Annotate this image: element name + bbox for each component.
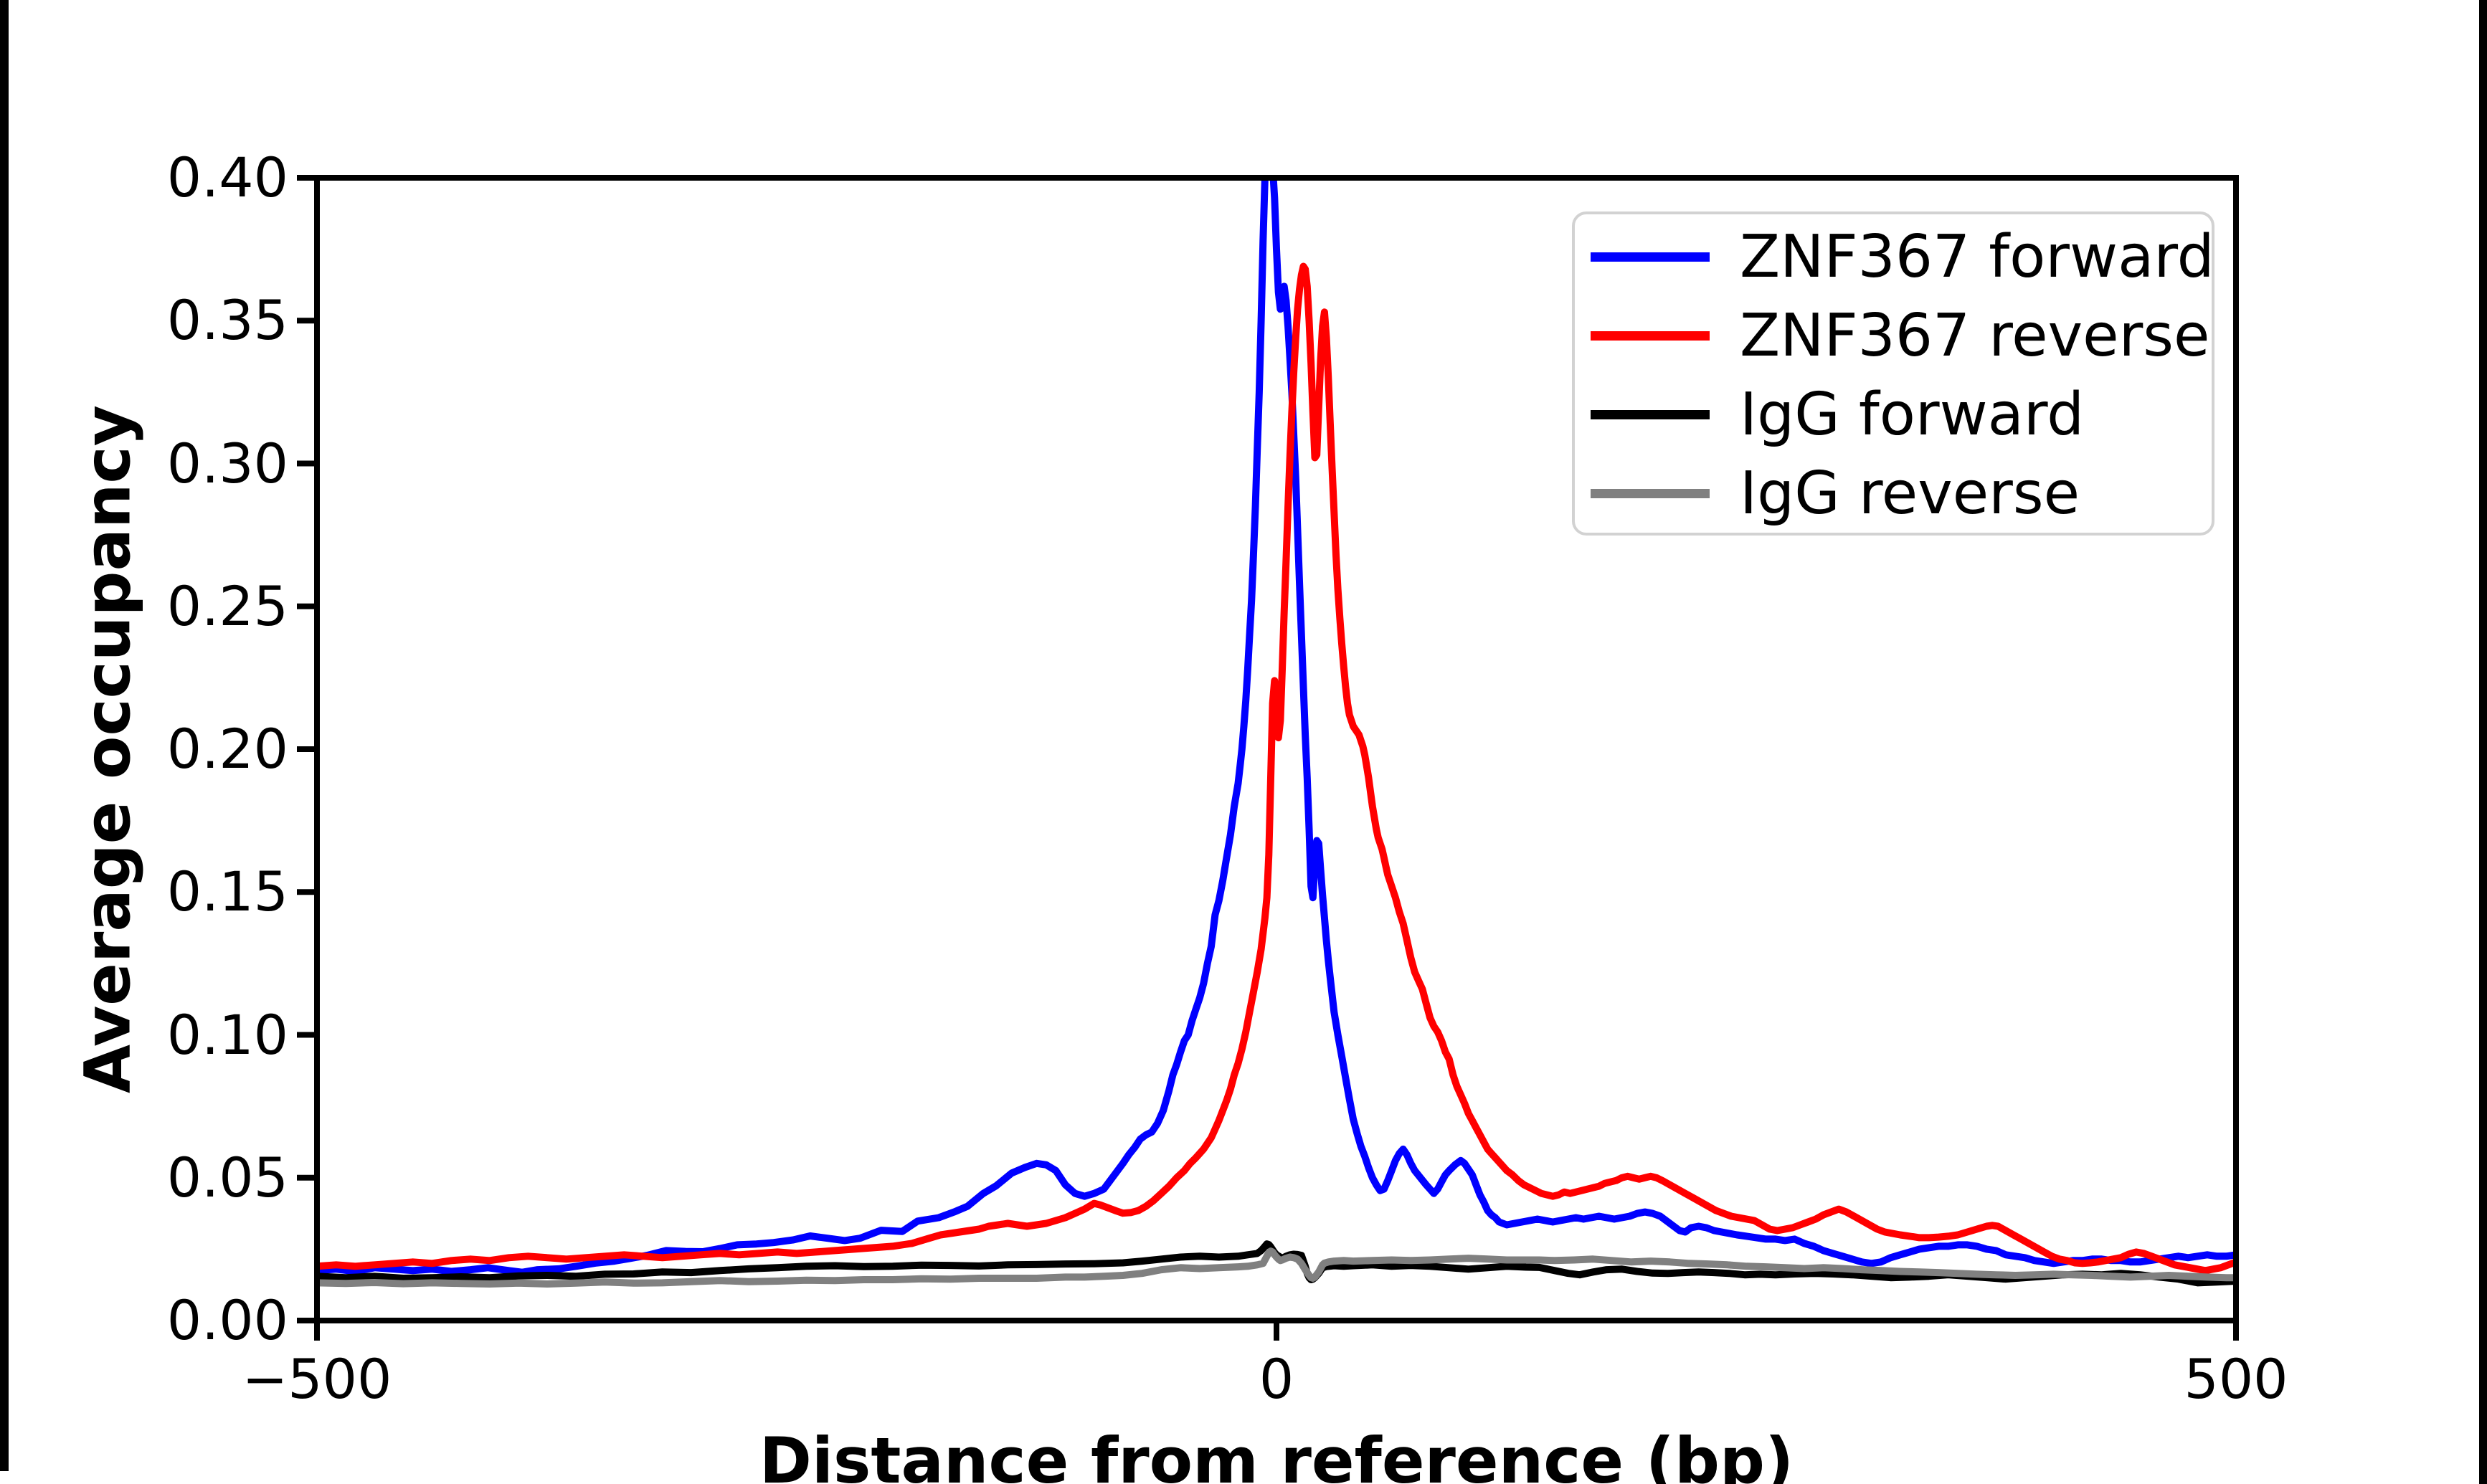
y-tick-label: 0.25 [166, 574, 288, 638]
curves-group [317, 178, 2236, 1288]
legend-label: IgG forward [1740, 380, 2085, 449]
y-tick-label: 0.20 [166, 717, 288, 781]
tick-marks [297, 175, 2239, 1341]
y-axis-label: Average occupancy [70, 404, 145, 1094]
y-tick-label: 0.10 [166, 1002, 288, 1067]
y-tick-label: 0.35 [166, 288, 288, 353]
x-tick-label: −500 [242, 1347, 392, 1411]
legend-item-znf367-reverse: ZNF367 reverse [1575, 296, 2212, 375]
window-edge-left [0, 0, 9, 1471]
legend-swatch-znf367-forward-icon [1591, 252, 1710, 262]
legend-label: ZNF367 forward [1740, 222, 2214, 291]
legend: ZNF367 forward ZNF367 reverse IgG forwar… [1572, 211, 2214, 536]
legend-swatch-znf367-reverse-icon [1591, 330, 1710, 341]
y-tick-label: 0.05 [166, 1145, 288, 1209]
window-edge-right [2479, 0, 2487, 1484]
y-tick-label: 0.00 [166, 1288, 288, 1352]
legend-item-znf367-forward: ZNF367 forward [1575, 217, 2214, 296]
y-tick-label: 0.15 [166, 860, 288, 924]
curve-igg-reverse [317, 1247, 2236, 1288]
legend-label: IgG reverse [1740, 459, 2080, 528]
axes-frame [314, 175, 2239, 1323]
legend-label: ZNF367 reverse [1740, 301, 2210, 370]
curve-znf367-reverse [317, 262, 2236, 1275]
legend-item-igg-reverse: IgG reverse [1575, 454, 2212, 533]
legend-item-igg-forward: IgG forward [1575, 375, 2212, 454]
x-axis-label: Distance from reference (bp) [759, 1424, 1794, 1484]
curve-znf367-forward [317, 178, 2236, 1276]
legend-swatch-igg-forward-icon [1591, 409, 1710, 419]
legend-swatch-igg-reverse-icon [1591, 488, 1710, 498]
y-tick-label: 0.40 [166, 146, 288, 209]
y-tick-label: 0.30 [166, 431, 288, 495]
x-tick-label: 0 [1259, 1347, 1294, 1411]
x-tick-label: 500 [2184, 1347, 2288, 1411]
